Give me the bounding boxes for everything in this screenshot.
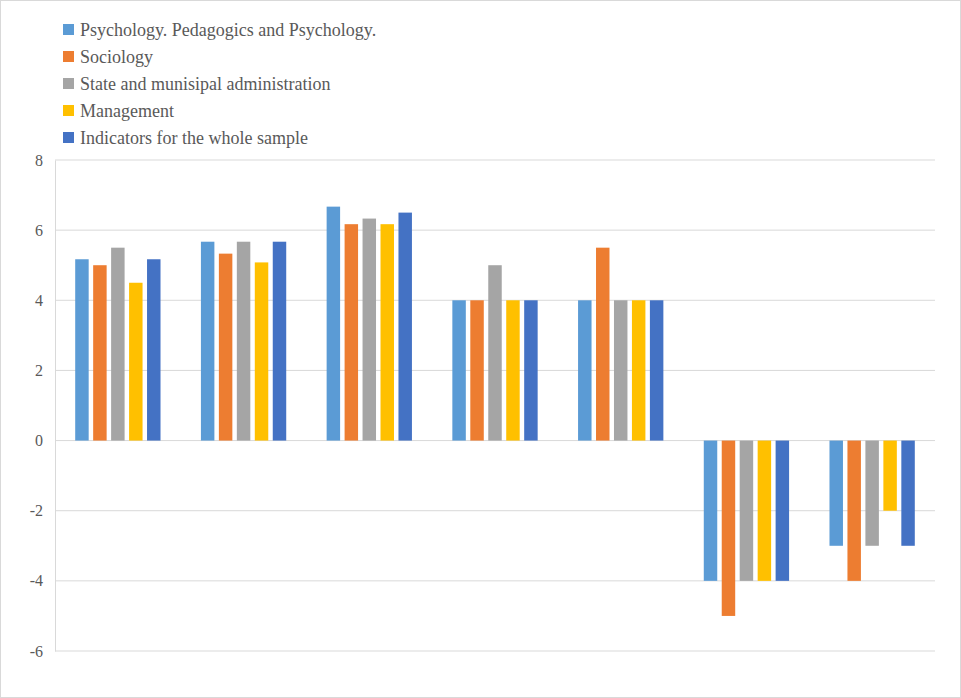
bar [255,262,268,440]
bar [524,300,537,440]
y-tick: 4 [35,292,55,309]
bar [650,300,663,440]
legend-swatch [63,24,74,35]
bar [901,441,914,546]
y-tick-label: 2 [35,362,43,379]
grid-line [55,230,935,231]
legend-label: Indicators for the whole sample [80,128,308,148]
y-tick-label: 4 [35,292,43,309]
legend-label: Sociology [80,47,153,67]
y-tick: 6 [35,222,55,239]
bar [201,242,214,441]
legend-label: Psychology. Pedagogics and Psychology. [80,20,376,40]
bar [740,441,753,581]
legend-item: State and munisipal administration [63,74,330,94]
y-axis-line [55,161,56,652]
bar [578,300,591,440]
bar [273,242,286,441]
y-tick: 2 [35,362,55,379]
bar [111,248,124,441]
bar [363,219,376,441]
bar [327,207,340,441]
grid-line [55,651,935,652]
y-axis: -6 -4 -2 0 2 4 6 8 [30,152,56,660]
legend-swatch [63,51,74,62]
bar [237,242,250,441]
bar [488,265,501,440]
bar [147,259,160,440]
chart: -6 -4 -2 0 2 4 6 8 Psychology. Pedagogics and Ps… [0,0,961,698]
legend-label: State and munisipal administration [80,74,330,94]
bar [596,248,609,441]
bar [75,259,88,440]
y-tick: -2 [30,502,55,519]
grid-line [55,160,935,161]
legend: Psychology. Pedagogics and Psychology. So… [63,20,376,148]
legend-item: Indicators for the whole sample [63,128,308,148]
bar [219,254,232,441]
bar [758,441,771,581]
legend-swatch [63,132,74,143]
grid-line [55,580,935,581]
bar [452,300,465,440]
y-tick-label: 8 [35,152,43,169]
y-tick-label: 6 [35,222,43,239]
chart-border [1,1,961,698]
y-tick: -4 [30,572,55,589]
bars [75,207,915,616]
bar [865,441,878,546]
legend-item: Psychology. Pedagogics and Psychology. [63,20,376,40]
grid [55,160,935,651]
y-tick: -6 [30,643,55,660]
bar [847,441,860,581]
grid-line [55,510,935,511]
bar [129,283,142,441]
bar [883,441,896,511]
bar [829,441,842,546]
bar [398,213,411,441]
bar [722,441,735,616]
bar [470,300,483,440]
y-tick-label: -2 [30,502,43,519]
y-tick-label: 0 [35,432,43,449]
y-tick: 0 [35,432,55,449]
legend-item: Sociology [63,47,153,67]
legend-item: Management [63,101,174,121]
bar [632,300,645,440]
y-tick: 8 [35,152,55,169]
bar [614,300,627,440]
legend-swatch [63,105,74,116]
bar [381,224,394,440]
bar [345,224,358,440]
y-tick-label: -6 [30,643,43,660]
bar [704,441,717,581]
legend-swatch [63,78,74,89]
bar [506,300,519,440]
y-tick-label: -4 [30,572,43,589]
bar [93,265,106,440]
legend-label: Management [80,101,174,121]
bar [776,441,789,581]
